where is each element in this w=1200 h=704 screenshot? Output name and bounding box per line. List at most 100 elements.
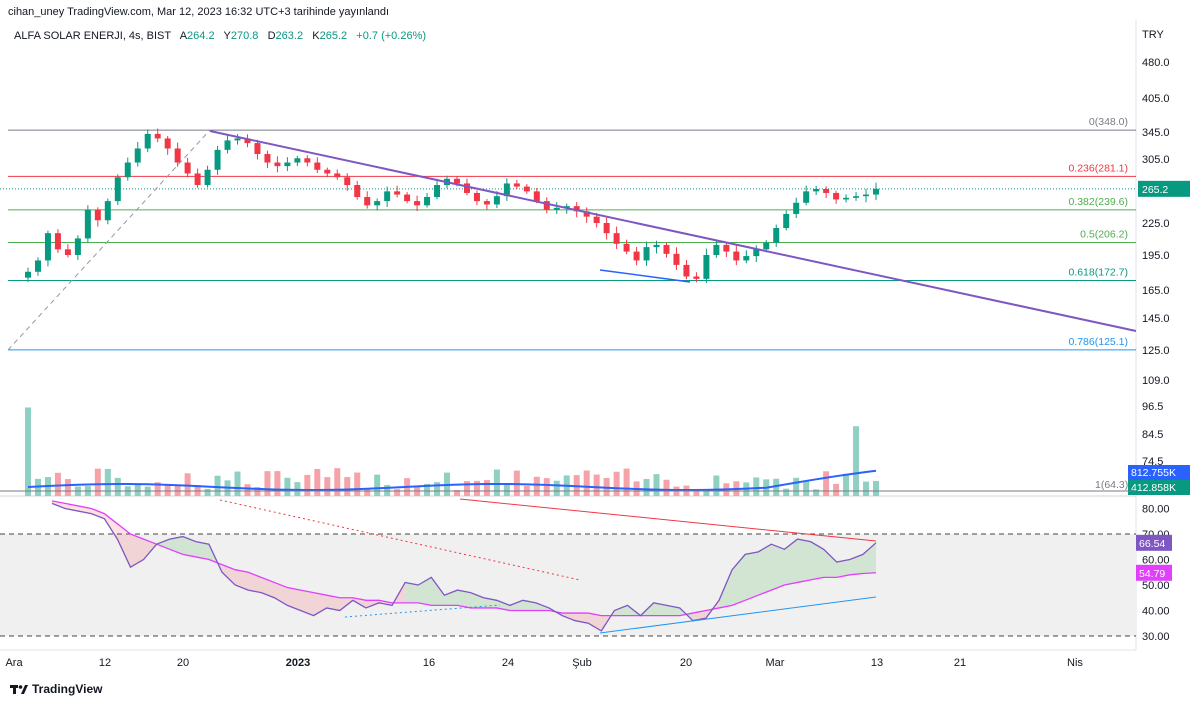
time-tick: 2023 xyxy=(286,657,310,669)
fib-trend-line[interactable] xyxy=(7,129,211,351)
volume-ma-line xyxy=(27,469,877,491)
candle-body xyxy=(493,196,500,205)
rsi-fill xyxy=(195,541,209,560)
candle-body xyxy=(364,196,371,206)
close-value: 265.2 xyxy=(319,30,348,42)
rsi-fill xyxy=(156,539,170,550)
candle-body xyxy=(204,169,211,186)
rsi-ma-line xyxy=(51,500,877,617)
volume-bar xyxy=(453,489,460,496)
publisher-header: cihan_uney TradingView.com, Mar 12, 2023… xyxy=(8,6,390,18)
candle-body xyxy=(593,216,600,223)
candle-body xyxy=(384,191,391,202)
candle-body xyxy=(274,162,281,167)
candle-body xyxy=(783,213,790,229)
candle-body xyxy=(25,271,31,278)
low-value: 263.2 xyxy=(275,30,304,42)
candle-body xyxy=(773,228,780,243)
candle-body xyxy=(174,148,181,163)
rsi-fill xyxy=(784,539,798,585)
open-value: 264.2 xyxy=(187,30,215,42)
volume-bar xyxy=(114,477,121,496)
candle-body xyxy=(324,169,331,174)
volume-bar xyxy=(424,483,431,496)
high-value: 270.8 xyxy=(230,30,259,42)
price-axis[interactable]: 480.0 405.0 345.0 305.0 265.2 225.0 195.0 165.0… xyxy=(0,57,1190,643)
rsi-ma-label: 54.79 xyxy=(1139,568,1165,580)
volume-bar xyxy=(324,477,331,496)
candle-body xyxy=(573,206,580,212)
price-tick: 345.0 xyxy=(1142,127,1170,139)
volume-tick: 96.5 xyxy=(1142,401,1163,413)
volume-bar xyxy=(344,477,351,496)
volume-bar xyxy=(25,407,31,496)
rsi-fill xyxy=(248,572,262,593)
tradingview-logo-icon xyxy=(10,685,28,694)
volume-bar xyxy=(104,468,111,496)
volume-bar xyxy=(753,477,760,496)
candle-body xyxy=(254,143,261,155)
candle-body xyxy=(94,209,101,221)
support-trendline[interactable] xyxy=(599,269,691,283)
candle-body xyxy=(473,192,480,202)
rsi-fill xyxy=(588,613,602,631)
rsi-value-badge xyxy=(1136,534,1172,551)
last-price-badge xyxy=(1138,180,1190,197)
candle-body xyxy=(513,183,520,187)
volume-bar xyxy=(593,474,600,496)
rsi-resistance-line[interactable] xyxy=(459,498,877,542)
candle-body xyxy=(723,244,730,252)
volume-bar xyxy=(164,484,171,496)
volume-bar xyxy=(394,489,401,496)
volume-bar xyxy=(873,480,879,496)
rsi-indicator xyxy=(51,500,877,632)
candle-body xyxy=(483,201,490,205)
candle-body xyxy=(733,251,740,261)
time-tick: Şub xyxy=(572,657,592,669)
rsi-fill xyxy=(810,541,824,580)
candle-body xyxy=(134,148,141,163)
rsi-tick: 40.00 xyxy=(1142,606,1170,618)
time-tick: Mar xyxy=(766,657,785,669)
rsi-support-dotted[interactable] xyxy=(344,604,501,618)
volume-ma-badge xyxy=(1128,465,1190,480)
candle-body xyxy=(643,247,650,261)
price-tick: 125.0 xyxy=(1142,345,1170,357)
volume-bar xyxy=(214,475,221,496)
fibonacci-retracement[interactable]: 0(348.0) 0.236(281.1) 0.382(239.6) 0.5(206.… xyxy=(0,116,1136,351)
volume-bar xyxy=(254,487,261,496)
fib-level-label: 0.5(206.2) xyxy=(1080,229,1128,241)
symbol-name[interactable]: ALFA SOLAR ENERJI, 4s, BIST xyxy=(14,30,172,42)
volume-bar xyxy=(384,484,391,496)
volume-bar xyxy=(833,483,840,496)
candle-body xyxy=(44,233,51,261)
volume-bar xyxy=(174,484,181,496)
time-axis[interactable]: Ara 12 20 2023 16 24 Şub 20 Mar 13 21 Nis xyxy=(5,657,1083,669)
candle-body xyxy=(523,186,530,192)
rsi-fill xyxy=(117,523,131,568)
rsi-fill xyxy=(91,508,105,519)
rsi-fill xyxy=(614,605,628,616)
price-tick: 145.0 xyxy=(1142,313,1170,325)
volume-bar xyxy=(483,480,490,496)
candle-body xyxy=(344,177,351,186)
volume-bar xyxy=(264,471,271,496)
tradingview-footer[interactable]: TradingView xyxy=(10,682,102,696)
candle-body xyxy=(184,162,191,174)
descending-trendline[interactable] xyxy=(209,130,1137,332)
rsi-dotted-line[interactable] xyxy=(219,499,581,581)
rsi-support-line[interactable] xyxy=(599,596,877,634)
volume-bar xyxy=(823,471,830,496)
tradingview-brand: TradingView xyxy=(32,682,103,696)
currency-label: TRY xyxy=(1142,29,1164,41)
rsi-fill xyxy=(444,590,458,606)
candle-body xyxy=(304,158,311,163)
volume-bar xyxy=(803,481,810,496)
volume-bar xyxy=(553,480,560,496)
candle-body xyxy=(54,233,61,250)
volume-bar xyxy=(783,488,790,496)
candle-body xyxy=(653,244,660,248)
volume-fib-label: 1(64.3) xyxy=(1095,479,1128,491)
time-tick: 20 xyxy=(177,657,189,669)
